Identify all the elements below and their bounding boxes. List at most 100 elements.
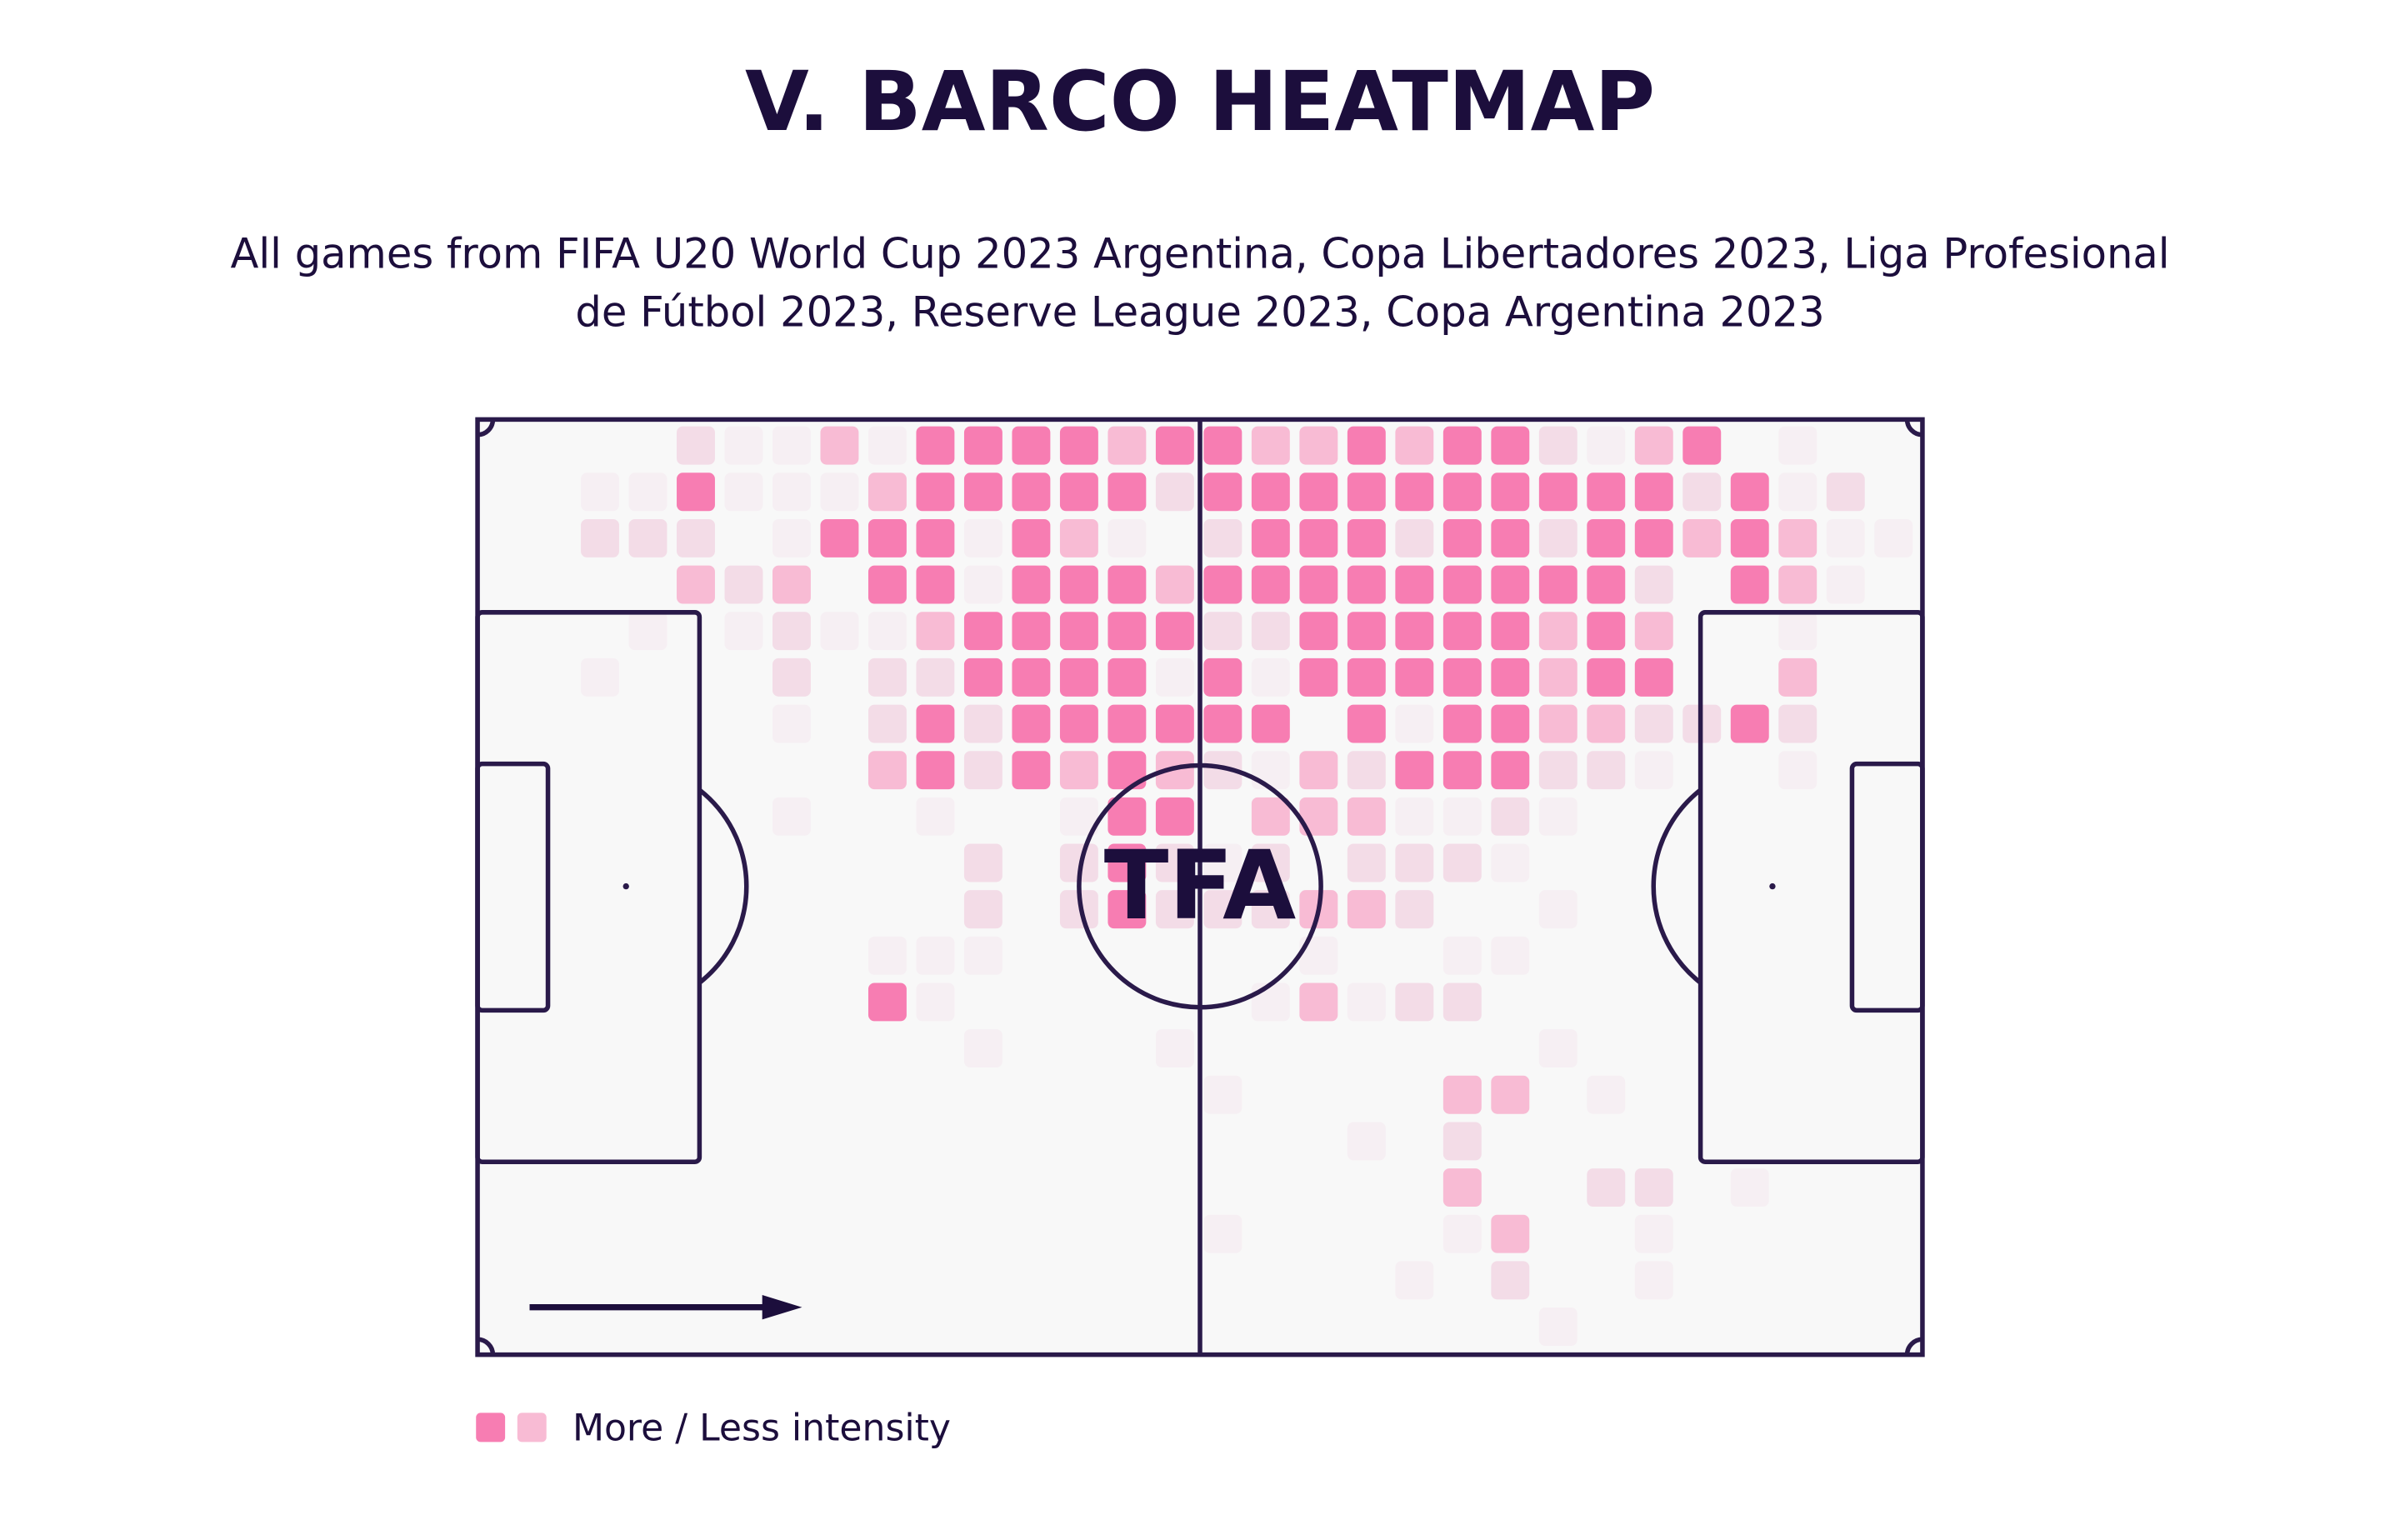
heat-cell [772,797,811,836]
heat-cell [916,472,955,512]
heat-cell [677,565,715,604]
heat-cell [1155,1029,1194,1068]
heat-cell [1778,658,1818,697]
heat-cell [1251,890,1290,929]
heat-cell [1251,472,1290,512]
heat-cell [1491,565,1530,604]
heat-cell [1251,982,1290,1022]
heat-cell [1203,1075,1242,1114]
heat-cell [1634,518,1673,558]
heat-cell [868,982,907,1022]
heat-cell [1059,751,1098,790]
heat-cell [868,704,907,743]
heat-cell [1491,658,1530,697]
heat-cell [1442,936,1482,975]
heat-cell [1155,658,1194,697]
heat-cell [1203,565,1242,604]
heat-cell [1108,890,1147,929]
heat-cell [963,704,1002,743]
heat-cell [581,518,619,558]
heat-cell [1347,797,1386,836]
heat-cell [1682,426,1722,465]
heat-cell [1826,565,1865,604]
heat-cell [1108,658,1147,697]
heat-cell [963,612,1002,651]
heat-cell [1538,426,1578,465]
heat-cell [1395,1261,1434,1300]
heat-cell [916,518,955,558]
heat-cell [1538,751,1578,790]
heat-cell [1778,472,1818,512]
heat-cell [1587,658,1626,697]
heat-cell [1442,1214,1482,1253]
heat-cell [1491,843,1530,882]
heat-cell [1059,472,1098,512]
heat-cell [772,426,811,465]
heat-cell [1108,751,1147,790]
heat-cell [1491,936,1530,975]
heat-cell [1587,612,1626,651]
heat-cell [1299,612,1338,651]
heat-cell [1442,704,1482,743]
heat-cell [1251,518,1290,558]
heat-cell [963,843,1002,882]
heat-cell [1059,797,1098,836]
heat-cell [1778,565,1818,604]
heat-cell [1203,751,1242,790]
heat-cell [1634,472,1673,512]
heat-cell [1155,472,1194,512]
heat-cell [1634,1261,1673,1300]
heat-cell [1491,426,1530,465]
heat-cell [820,518,859,558]
heat-cell [1108,565,1147,604]
heat-cell [1059,658,1098,697]
heat-cell [1347,751,1386,790]
heat-cell [772,658,811,697]
heat-cell [963,426,1002,465]
heat-cell [1587,1075,1626,1114]
heat-cell [1108,472,1147,512]
heat-cell [1203,890,1242,929]
heat-cell [772,612,811,651]
heat-cell [1778,426,1818,465]
heat-cell [916,565,955,604]
heat-cell [1442,472,1482,512]
heat-cell [1538,1308,1578,1346]
heat-cell [772,565,811,604]
heat-cell [1442,982,1482,1022]
heat-cell [1251,843,1290,882]
heat-cell [1395,426,1434,465]
heat-cell [868,658,907,697]
heat-cell [1251,658,1290,697]
heat-cell [1634,426,1673,465]
heat-cell [1826,518,1865,558]
heat-cell [1538,704,1578,743]
heat-cell [1203,1214,1242,1253]
heat-cell [1299,565,1338,604]
heat-cell [1203,472,1242,512]
heat-cell [1108,797,1147,836]
heat-cell [1012,612,1051,651]
heat-cell [1395,890,1434,929]
heat-cell [1347,704,1386,743]
heat-cell [1395,472,1434,512]
heat-cell [1778,704,1818,743]
heat-cell [1203,843,1242,882]
heat-cell [1634,1168,1673,1208]
heat-cell [1155,426,1194,465]
heat-cell [1538,797,1578,836]
chart-title: V. BARCO HEATMAP [745,54,1655,150]
heat-cell [868,426,907,465]
heat-cell [1491,797,1530,836]
heat-cell [1251,426,1290,465]
heat-cell [1347,890,1386,929]
heat-cell [820,612,859,651]
heat-cell [1347,472,1386,512]
heat-cell [1778,518,1818,558]
heat-cell [1108,704,1147,743]
heat-cell [1587,565,1626,604]
heatmap-cells [581,426,1913,1346]
heat-cell [1491,472,1530,512]
heat-cell [1442,426,1482,465]
